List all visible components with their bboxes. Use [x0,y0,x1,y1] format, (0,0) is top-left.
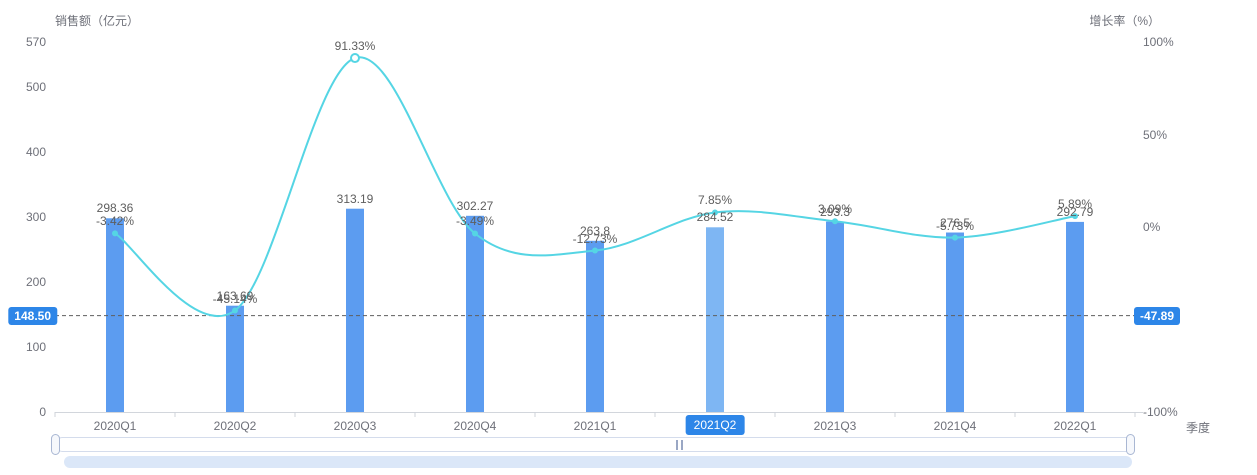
growth-value-label: -12.73% [572,232,618,246]
left-axis-tick-label: 300 [25,210,46,224]
bar-2021Q4[interactable] [946,232,964,413]
x-label: 2020Q4 [453,419,497,433]
datazoom-secondary-slider[interactable] [64,456,1132,468]
growth-value-label: 7.85% [697,193,733,207]
bar-value-label: 163.69 [216,289,254,303]
bar-value-label: 292.79 [1056,205,1094,219]
line-point-2021Q2[interactable] [712,209,718,216]
x-axis-name: 季度 [1186,421,1211,435]
right-axis-title: 增长率（%） [1089,14,1160,28]
left-axis-tick-label: 400 [25,145,46,159]
right-axis-tick-label: -100% [1143,405,1178,419]
bar-value-label: 284.52 [696,210,734,224]
line-point-2020Q3[interactable] [350,53,360,64]
bar-2020Q3[interactable] [346,208,364,412]
bar-2020Q2[interactable] [226,305,244,412]
bar-2021Q1[interactable] [586,240,604,412]
bar-value-label: 276.5 [939,216,971,230]
line-point-2021Q4[interactable] [952,234,958,241]
left-axis-tick-label: 200 [25,275,46,289]
line-point-2020Q2[interactable] [232,307,238,314]
line-point-2021Q1[interactable] [592,247,598,254]
bar-2022Q1[interactable] [1066,221,1084,412]
left-axis-tick-label: 0 [39,405,46,419]
growth-value-label: 3.09% [817,202,853,216]
line-point-2021Q3[interactable] [832,218,838,225]
left-axis-tick-label: 500 [25,80,46,94]
x-label: 2020Q1 [93,419,137,433]
line-point-2020Q4[interactable] [472,230,478,237]
bar-value-label: 298.36 [96,201,134,215]
growth-line [114,56,1076,318]
left-axis-tick-label: 100 [25,340,46,354]
growth-value-label: -3.42% [95,214,135,228]
x-label-selected: 2021Q2 [685,415,745,435]
growth-value-label: -5.73% [935,219,975,233]
bar-2021Q3[interactable] [826,221,844,412]
bar-value-label: 313.19 [336,192,374,206]
right-axis-tick-label: 50% [1143,128,1168,142]
left-axis-title: 销售额（亿元） [55,14,140,28]
growth-value-label: -3.49% [455,214,495,228]
axis-pointer-right-badge: -47.89 [1134,307,1181,325]
line-point-2022Q1[interactable] [1072,213,1078,220]
x-label: 2020Q2 [213,419,257,433]
left-axis-tick-label: 570 [25,35,46,49]
axis-pointer-left-badge: 148.50 [8,307,57,325]
bar-value-label: 293.3 [819,205,851,219]
right-axis-tick-label: 0% [1143,220,1161,234]
x-label: 2020Q3 [333,419,377,433]
growth-value-label: -45.14% [212,292,258,306]
datazoom-track[interactable] [55,437,1135,452]
bar-value-label: 302.27 [456,199,494,213]
growth-value-label: 91.33% [334,39,376,53]
line-point-2020Q1[interactable] [112,230,118,237]
datazoom-right-handle-icon[interactable] [1126,434,1135,455]
x-label: 2021Q4 [933,419,977,433]
x-label: 2021Q1 [573,419,617,433]
x-label: 2022Q1 [1053,419,1097,433]
datazoom-grip-icon[interactable] [676,440,683,450]
right-axis-tick-label: 100% [1143,35,1174,49]
bar-2020Q4[interactable] [466,215,484,412]
bar-value-label: 263.8 [579,224,611,238]
datazoom-left-handle-icon[interactable] [51,434,60,455]
x-label: 2021Q3 [813,419,857,433]
bar-2021Q2[interactable] [706,227,724,412]
growth-value-label: 5.89% [1057,197,1093,211]
